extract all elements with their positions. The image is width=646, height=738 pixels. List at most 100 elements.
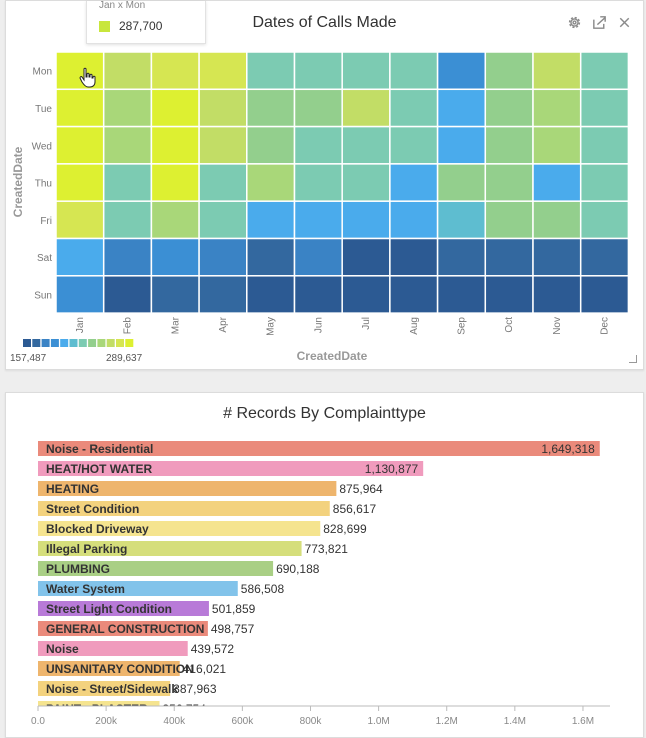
bar-category-label: PAINT - PLASTER [46,702,148,716]
heatmap-cell [484,125,534,165]
heatmap-cell [579,275,630,314]
bar [38,441,600,456]
y-axis-label: CreatedDate [11,146,25,217]
x-tick-label: Nov [552,317,563,335]
bar-category-label: HEAT/HOT WATER [46,462,153,476]
gear-icon[interactable] [566,14,583,31]
bar [38,621,208,636]
bar [38,501,330,516]
heatmap-cell [436,200,487,240]
heatmap-cell [102,200,153,240]
bar [38,701,160,706]
heatmap-cell [341,88,391,128]
heatmap-cell [150,51,200,91]
bar-value-label: 1,649,318 [541,442,595,456]
heatmap-cell [532,125,582,165]
x-tick-label: May [266,317,277,336]
legend-swatch [69,339,78,347]
heatmap-panel: Dates of Calls Made Mon Tue Wed Thu Fri Sat Su… [5,0,644,370]
bar [38,661,180,676]
heatmap-cell [150,163,200,202]
bar-category-label: Illegal Parking [46,542,127,556]
heatmap-cell [55,237,105,277]
bar-category-label: Water System [46,582,125,596]
heatmap-cell [579,163,630,202]
heatmap-cell [532,88,582,128]
heatmap-cell [198,237,248,277]
heatmap-cell [102,51,153,91]
heatmap-cell [293,88,343,128]
heatmap-cell [246,163,296,202]
bar-category-label: UNSANITARY CONDITION [46,662,194,676]
legend-swatch [116,339,124,347]
legend-swatch [78,339,87,347]
heatmap-cell [579,125,630,165]
resize-handle[interactable] [629,355,637,363]
heatmap-cell [246,88,296,128]
heatmap-cell [150,275,200,314]
heatmap-cell [198,163,248,202]
tooltip-title: Jan x Mon [99,0,146,11]
heatmap-cell [436,275,487,314]
heatmap-cell [198,51,248,91]
heatmap-cell [246,51,296,91]
heatmap-cell [484,275,534,314]
heatmap-cell [246,237,296,277]
heatmap-cell [341,275,391,314]
heatmap-cell [532,275,582,314]
tooltip-value: 287,700 [119,19,163,33]
bar-value-label: 875,964 [339,482,383,496]
heatmap-cell [341,200,391,240]
heatmap-cell [55,200,105,240]
heatmap-cell [389,237,439,277]
tooltip-swatch [99,21,110,32]
heatmap-cell [579,200,630,240]
export-icon[interactable] [591,14,608,31]
legend-swatch [125,339,134,347]
heatmap-cell [484,237,534,277]
heatmap-cell [55,163,105,202]
heatmap-cell [55,125,105,165]
bar [38,581,238,596]
heatmap-cell [389,88,439,128]
x-tick-label: Apr [218,316,229,332]
heatmap-cell [150,200,200,240]
heatmap-cell [484,88,534,128]
bar-category-label: Street Light Condition [46,602,172,616]
heatmap-cell [389,125,439,165]
bars-group: Noise - Residential 1,649,318 HEAT/HOT WAT… [38,441,600,716]
heatmap-cell [341,163,391,202]
heatmap-cell [246,275,296,314]
bar-value-label: 416,021 [183,662,227,676]
bar-value-label: 439,572 [191,642,235,656]
x-tick-label: 1.4M [504,716,526,727]
bar-value-label: 586,508 [241,582,285,596]
legend-swatch [97,339,106,347]
heatmap-cell [198,125,248,165]
x-tick-label: Jul [361,317,372,330]
heatmap-cell [484,200,534,240]
x-tick-label: 800k [300,716,323,727]
x-tick-label: 1.2M [436,716,458,727]
heatmap-cell [150,125,200,165]
heatmap-cell [293,275,343,314]
legend-max-label: 289,637 [106,353,143,364]
bar-value-label: 498,757 [211,622,255,636]
bar-category-label: Noise [46,642,79,656]
heatmap-cell [484,51,534,91]
legend-swatch [88,339,97,347]
legend-swatch [23,339,31,347]
bar-value-label: 356,754 [163,702,207,716]
legend-swatch [41,339,50,347]
bar [38,601,209,616]
heatmap-cell [436,88,487,128]
heatmap-cell [532,163,582,202]
x-tick-label: Sep [456,317,467,335]
heatmap-tooltip: Jan x Mon 287,700 [86,0,206,44]
heatmap-toolbar [566,14,633,31]
heatmap-cell [150,237,200,277]
heatmap-cell [293,237,343,277]
heatmap-cell [102,275,153,314]
close-icon[interactable] [616,14,633,31]
heatmap-cell [102,163,153,202]
